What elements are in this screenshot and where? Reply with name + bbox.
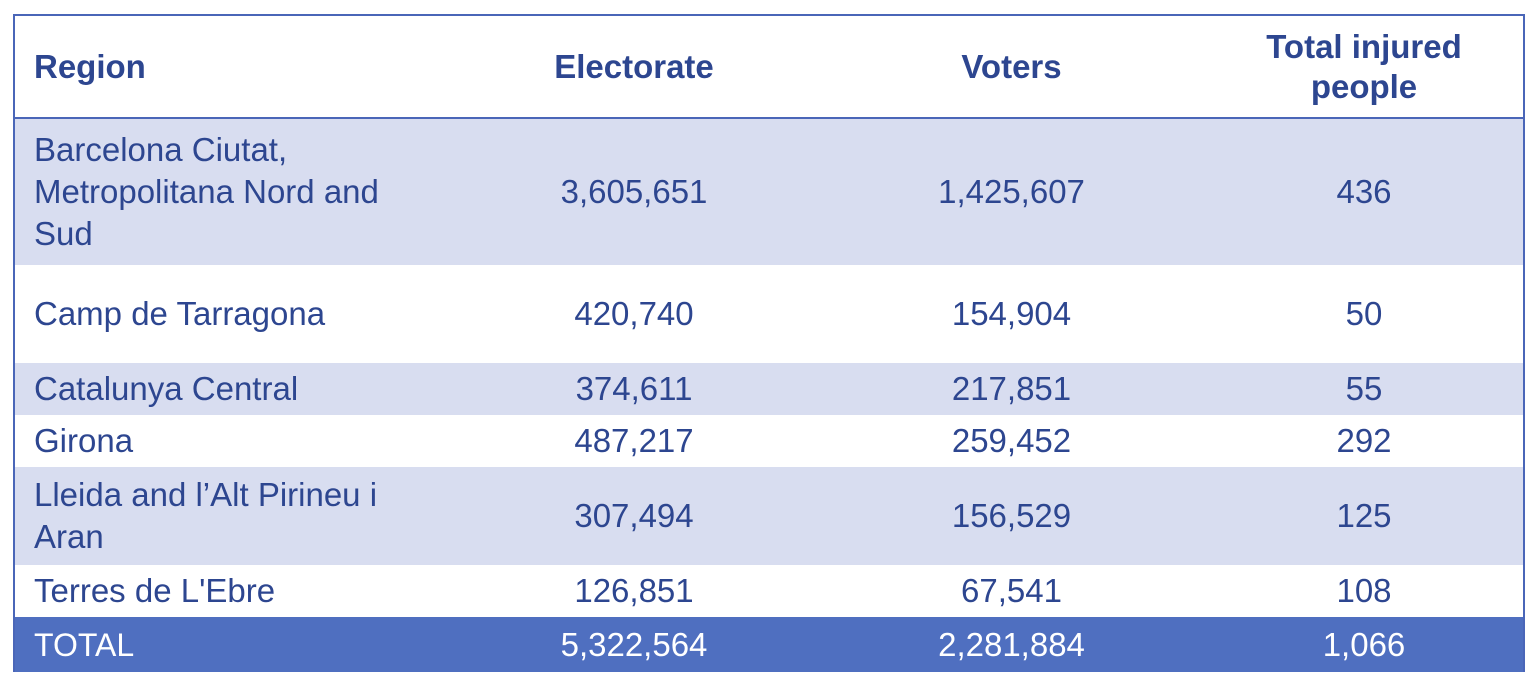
cell-injured: 50	[1205, 265, 1523, 363]
cell-voters: 154,904	[818, 265, 1205, 363]
table-row: Girona 487,217 259,452 292	[15, 415, 1523, 467]
cell-electorate: 3,605,651	[450, 118, 818, 265]
total-electorate: 5,322,564	[450, 617, 818, 672]
results-table: Region Electorate Voters Total injured p…	[15, 16, 1523, 672]
cell-electorate: 487,217	[450, 415, 818, 467]
cell-region: Terres de L'Ebre	[15, 565, 450, 617]
total-row: TOTAL 5,322,564 2,281,884 1,066	[15, 617, 1523, 672]
total-voters: 2,281,884	[818, 617, 1205, 672]
header-voters: Voters	[818, 16, 1205, 119]
cell-electorate: 374,611	[450, 363, 818, 415]
header-region: Region	[15, 16, 450, 119]
table-row: Catalunya Central 374,611 217,851 55	[15, 363, 1523, 415]
cell-electorate: 420,740	[450, 265, 818, 363]
cell-voters: 217,851	[818, 363, 1205, 415]
cell-region: Barcelona Ciutat, Metropolitana Nord and…	[15, 118, 450, 265]
cell-region: Lleida and l’Alt Pirineu i Aran	[15, 467, 450, 565]
header-row: Region Electorate Voters Total injured p…	[15, 16, 1523, 119]
cell-injured: 292	[1205, 415, 1523, 467]
cell-voters: 1,425,607	[818, 118, 1205, 265]
cell-injured: 125	[1205, 467, 1523, 565]
cell-region: Catalunya Central	[15, 363, 450, 415]
cell-electorate: 307,494	[450, 467, 818, 565]
cell-voters: 259,452	[818, 415, 1205, 467]
cell-region: Camp de Tarragona	[15, 265, 450, 363]
header-injured: Total injured people	[1205, 16, 1523, 119]
total-label: TOTAL	[15, 617, 450, 672]
table-row: Lleida and l’Alt Pirineu i Aran 307,494 …	[15, 467, 1523, 565]
cell-injured: 108	[1205, 565, 1523, 617]
table-row: Terres de L'Ebre 126,851 67,541 108	[15, 565, 1523, 617]
cell-injured: 55	[1205, 363, 1523, 415]
total-injured: 1,066	[1205, 617, 1523, 672]
cell-region: Girona	[15, 415, 450, 467]
table-row: Camp de Tarragona 420,740 154,904 50	[15, 265, 1523, 363]
cell-electorate: 126,851	[450, 565, 818, 617]
cell-voters: 67,541	[818, 565, 1205, 617]
cell-voters: 156,529	[818, 467, 1205, 565]
results-table-frame: Region Electorate Voters Total injured p…	[13, 14, 1525, 672]
header-electorate: Electorate	[450, 16, 818, 119]
table-row: Barcelona Ciutat, Metropolitana Nord and…	[15, 118, 1523, 265]
cell-injured: 436	[1205, 118, 1523, 265]
